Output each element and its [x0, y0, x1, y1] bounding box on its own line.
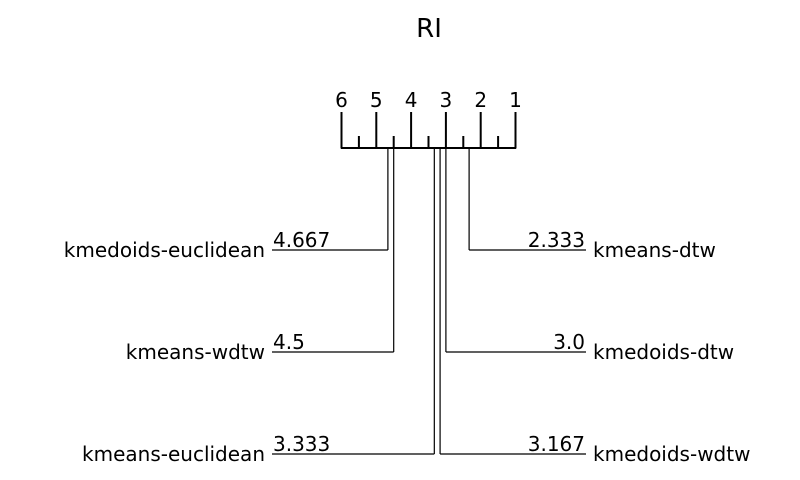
tick-label: 6	[335, 88, 348, 112]
method-entries: 4.667 kmedoids-euclidean 4.5 kmeans-wdtw 3.3…	[64, 148, 750, 466]
method-name: kmedoids-euclidean	[64, 238, 265, 262]
method-name: kmedoids-wdtw	[593, 442, 750, 466]
method-rank-label: 4.667	[273, 228, 330, 252]
tick-label: 2	[474, 88, 487, 112]
method-rank-label: 3.333	[273, 432, 330, 456]
method-rank-label: 3.167	[528, 432, 585, 456]
tick-label: 1	[509, 88, 522, 112]
tick-label: 3	[440, 88, 453, 112]
method-name: kmeans-dtw	[593, 238, 716, 262]
chart-title: RI	[416, 14, 442, 44]
method-name: kmeans-wdtw	[126, 340, 265, 364]
method-rank-label: 2.333	[528, 228, 585, 252]
method-rank-label: 4.5	[273, 330, 305, 354]
method-rank-label: 3.0	[553, 330, 585, 354]
tick-label: 4	[405, 88, 418, 112]
tick-label: 5	[370, 88, 383, 112]
method-name: kmeans-euclidean	[82, 442, 265, 466]
method-name: kmedoids-dtw	[593, 340, 734, 364]
